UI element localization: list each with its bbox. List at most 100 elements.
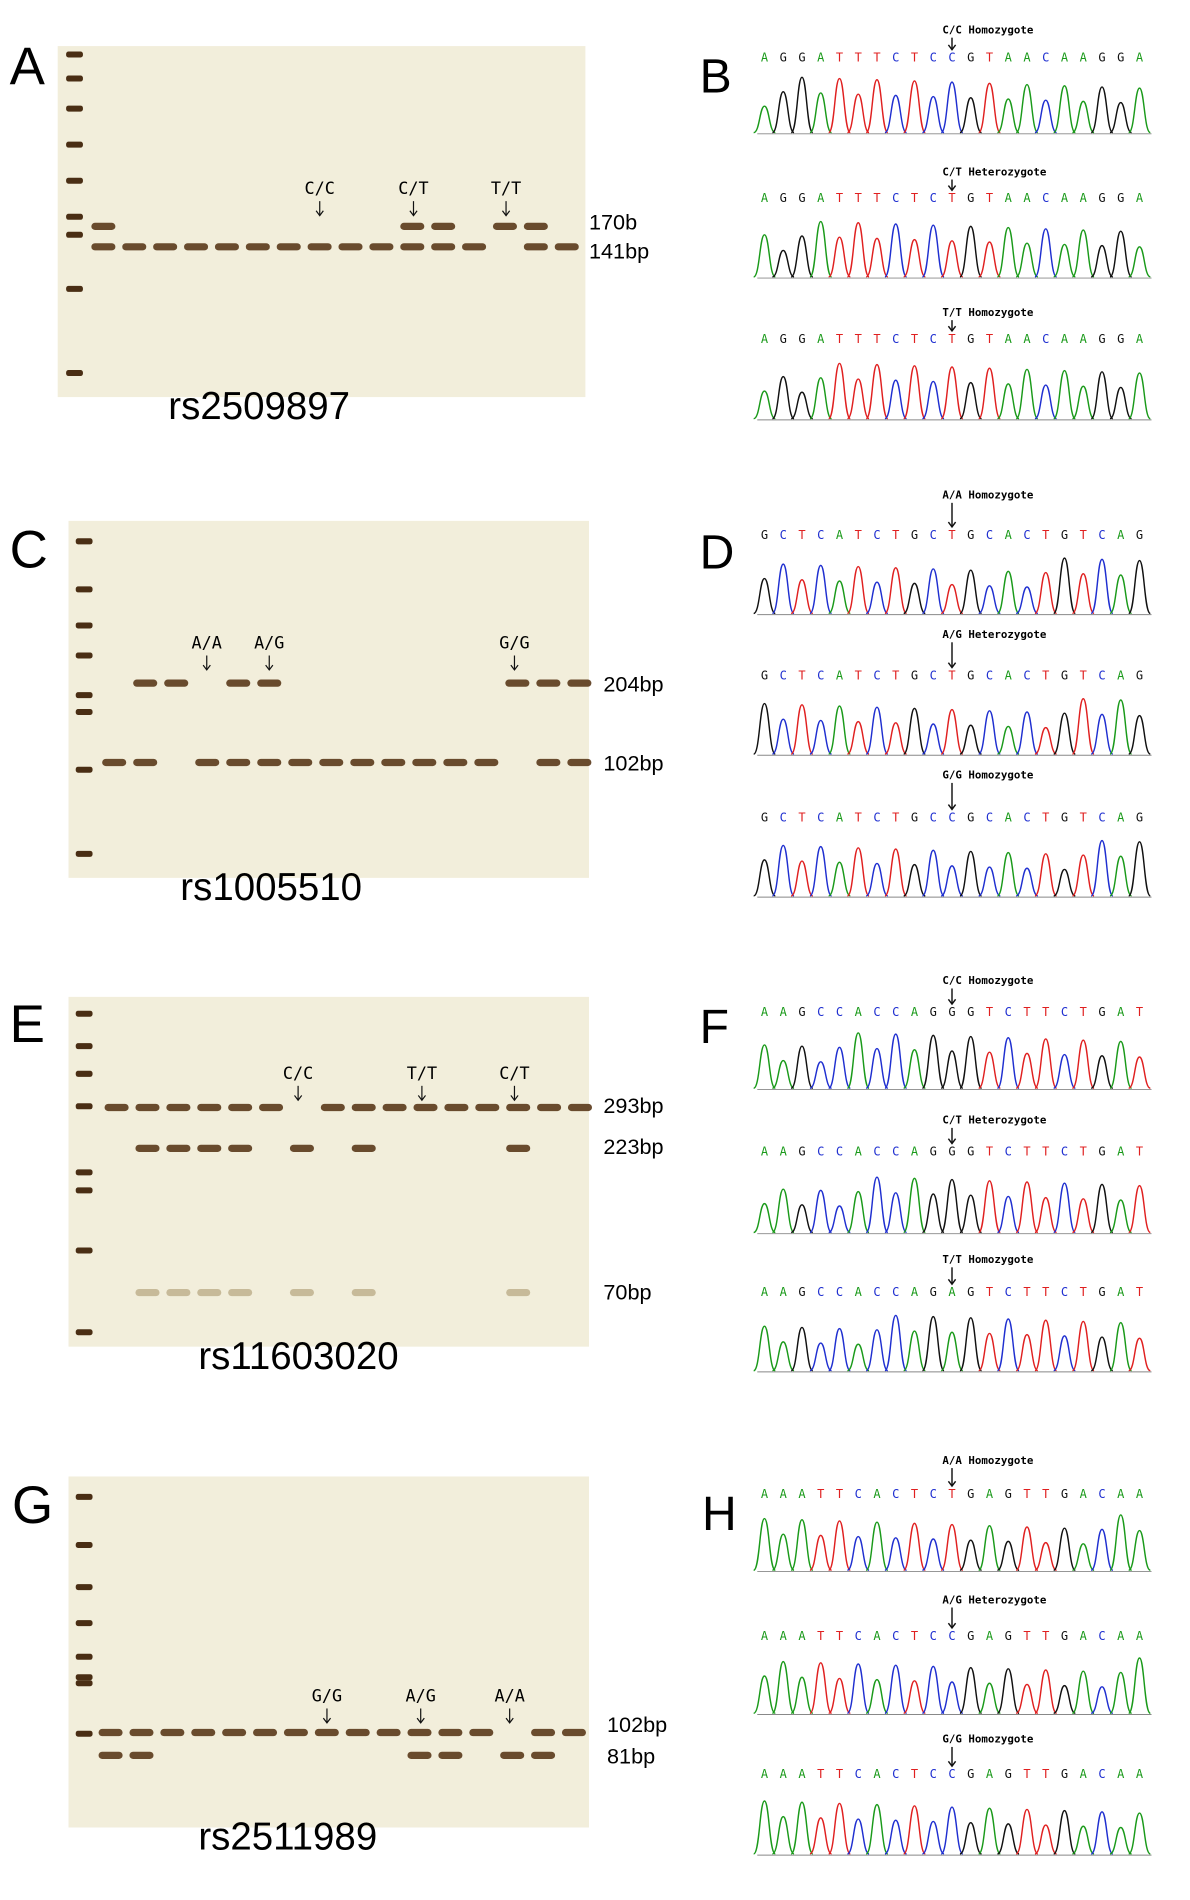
- genotype-label: T/T: [407, 1063, 437, 1083]
- base-letter: T: [1080, 528, 1087, 542]
- gel-band: [351, 1103, 376, 1112]
- base-letter: A: [1136, 51, 1144, 65]
- base-letter: A: [761, 1144, 769, 1158]
- peak: [827, 236, 852, 278]
- panel-letter: F: [700, 1000, 729, 1054]
- peak: [1090, 1811, 1114, 1855]
- gel-band: [259, 1103, 284, 1112]
- base-letter: C: [1005, 1144, 1012, 1158]
- peak: [1015, 1181, 1039, 1234]
- base-letter: G: [1098, 51, 1105, 65]
- peak: [1071, 573, 1095, 615]
- base-letter: T: [855, 332, 862, 346]
- peak: [1072, 1543, 1095, 1571]
- gel-band: [369, 243, 394, 251]
- peak: [959, 97, 982, 134]
- peak: [752, 1517, 777, 1571]
- band-size: 170b: [589, 210, 637, 235]
- peak: [977, 1180, 1002, 1234]
- base-letter: G: [761, 668, 768, 682]
- peak: [771, 844, 795, 897]
- base-letter: T: [911, 1487, 918, 1501]
- base-letter: G: [1005, 1767, 1012, 1781]
- marker-name: rs11603020: [198, 1335, 398, 1378]
- base-letter: A: [986, 1487, 994, 1501]
- base-letter: C: [1061, 1285, 1068, 1299]
- peak: [1090, 1055, 1114, 1089]
- genotype-label: A/A: [494, 1685, 524, 1705]
- band-size: 81bp: [607, 1743, 655, 1768]
- arrow-head: [947, 44, 957, 51]
- gel-band: [197, 1103, 222, 1112]
- peak: [790, 579, 814, 615]
- genotype-label: A/G: [254, 632, 284, 652]
- peak: [1127, 841, 1152, 897]
- peak: [828, 861, 851, 897]
- peak: [809, 220, 833, 278]
- base-letter: T: [836, 191, 843, 205]
- peak: [1015, 242, 1039, 278]
- base-letter: G: [1005, 1487, 1012, 1501]
- arrow-head: [947, 521, 957, 529]
- peak: [1052, 712, 1077, 755]
- gel-band: [129, 1751, 154, 1759]
- peak: [1109, 1199, 1132, 1234]
- peak: [1109, 1040, 1133, 1089]
- peak: [771, 1188, 795, 1234]
- peak: [997, 725, 1020, 755]
- peak: [846, 847, 870, 897]
- peak: [865, 79, 889, 134]
- base-letter: T: [1080, 1285, 1087, 1299]
- peak: [827, 77, 852, 134]
- base-letter: C: [873, 810, 880, 824]
- peak: [996, 1195, 1020, 1234]
- base-letter: C: [892, 191, 899, 205]
- gel-band: [257, 758, 282, 767]
- peak: [959, 850, 983, 897]
- gel-band: [166, 1103, 191, 1112]
- peak: [1090, 244, 1114, 278]
- gel: [57, 46, 586, 398]
- gel-band: [400, 243, 425, 251]
- arrow-head: [322, 1717, 332, 1724]
- base-letter: C: [930, 1487, 937, 1501]
- base-letter: C: [836, 1005, 843, 1019]
- peak: [959, 1539, 982, 1571]
- peak: [940, 1178, 964, 1234]
- peak: [752, 1325, 777, 1372]
- base-letter: A: [761, 191, 769, 205]
- peak: [921, 1665, 945, 1715]
- arrow-head: [416, 1717, 425, 1724]
- peak: [1109, 386, 1132, 420]
- base-letter: T: [1042, 1005, 1049, 1019]
- base-letter: A: [911, 1005, 919, 1019]
- base-letter: T: [836, 51, 843, 65]
- peak: [1127, 1529, 1152, 1571]
- peak: [827, 1520, 852, 1571]
- peak: [902, 1177, 927, 1234]
- base-letter: G: [967, 1629, 974, 1643]
- peak: [940, 81, 964, 134]
- base-letter: G: [1061, 1629, 1068, 1643]
- base-letter: G: [930, 1144, 937, 1158]
- peak: [922, 723, 945, 755]
- base-letter: A: [1136, 1767, 1144, 1781]
- base-letter: T: [1042, 528, 1049, 542]
- panel-letter: H: [702, 1487, 737, 1541]
- gel-band: [226, 679, 251, 687]
- base-letter: C: [930, 528, 937, 542]
- gel-band: [475, 1103, 500, 1112]
- base-letter: T: [1042, 1487, 1049, 1501]
- base-letter: T: [986, 1005, 993, 1019]
- ladder-band: [75, 1103, 93, 1110]
- base-letter: C: [892, 1144, 899, 1158]
- base-letter: G: [967, 528, 974, 542]
- panel-letter: A: [10, 37, 46, 96]
- peak: [865, 581, 889, 615]
- peak: [771, 563, 795, 615]
- peak: [752, 1675, 777, 1715]
- base-letter: A: [836, 810, 844, 824]
- peak: [1128, 1337, 1151, 1372]
